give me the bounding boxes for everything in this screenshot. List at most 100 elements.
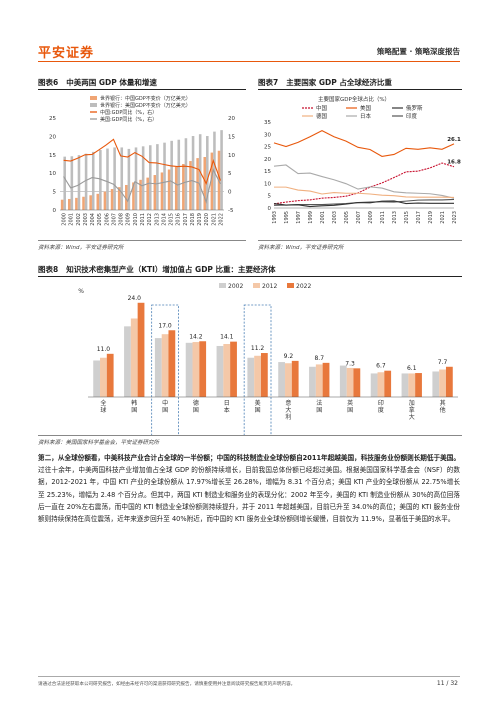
- bar-china-gdp: [125, 184, 128, 210]
- x-tick-label: 2013: [392, 211, 398, 224]
- line-china-growth: [63, 138, 221, 185]
- x-tick-label: 2005: [97, 213, 103, 226]
- bar-2012: [254, 355, 261, 397]
- data-label: 7.3: [345, 360, 355, 367]
- category-label: 大: [409, 413, 415, 421]
- x-tick-label: 2007: [111, 213, 117, 226]
- bar-us-gdp: [134, 147, 138, 210]
- bar-2002: [278, 362, 286, 397]
- bar-china-gdp: [132, 182, 135, 210]
- line-us-growth: [63, 168, 221, 204]
- x-tick-label: 2009: [368, 211, 374, 224]
- x-tick-label: 2012: [147, 213, 153, 226]
- y-tick-label: 5: [53, 190, 57, 196]
- body-paragraph: 第二，从全球份额看，中美科技产业合计占全球的一半份额；中国的科技制造业全球份额自…: [38, 452, 460, 525]
- figure-7-source-rule: [258, 240, 462, 241]
- x-tick-label: 2002: [76, 213, 82, 226]
- bar-2012: [377, 372, 385, 397]
- bar-2022: [445, 366, 453, 397]
- y2-tick-label: 20: [228, 116, 235, 122]
- bar-2012: [130, 318, 138, 397]
- bar-china-gdp: [196, 158, 199, 210]
- bar-2022: [415, 373, 422, 397]
- bar-us-gdp: [184, 138, 188, 210]
- bar-china-gdp: [96, 193, 100, 210]
- bar-us-gdp: [127, 148, 131, 210]
- figure-8-number: 图表8: [38, 265, 59, 274]
- x-tick-label: 2015: [169, 213, 175, 226]
- category-label: 利: [285, 413, 291, 421]
- y-tick-label: 20: [264, 157, 271, 163]
- y2-tick-label: 15: [228, 134, 235, 140]
- bar-us-gdp: [99, 150, 102, 210]
- x-tick-label: 2001: [320, 211, 326, 224]
- legend-swatch-0: [90, 96, 97, 100]
- x-tick-label: 2013: [154, 213, 160, 226]
- y-tick-label: 15: [264, 169, 271, 175]
- x-tick-label: 2017: [183, 213, 189, 226]
- x-tick-label: 2021: [211, 213, 217, 226]
- bar-2012: [192, 342, 200, 397]
- bar-2022: [168, 330, 176, 397]
- x-tick-label: 2010: [133, 213, 139, 226]
- bar-2002: [93, 360, 101, 397]
- bar-china-gdp: [110, 189, 114, 210]
- bar-china-gdp: [153, 175, 157, 210]
- figure-8-source: 资料来源：美国国家科学基金会，平安证券研究所: [38, 440, 160, 446]
- figure-8-rule: [38, 276, 462, 277]
- bar-us-gdp: [213, 131, 216, 210]
- bar-2002: [401, 373, 409, 397]
- bar-china-gdp: [67, 198, 71, 210]
- category-label: 他: [440, 406, 446, 414]
- data-label: 11.2: [251, 345, 265, 352]
- bar-2002: [216, 345, 224, 397]
- bar-china-gdp: [160, 172, 164, 210]
- category-label: 国: [255, 407, 261, 414]
- legend-entry-0: 世界银行：中国GDP不变价（万亿美元）: [100, 95, 191, 102]
- y-tick-label: 30: [264, 132, 271, 138]
- category-label: 加: [409, 399, 415, 407]
- bar-us-gdp: [70, 156, 74, 210]
- x-tick-label: 2011: [140, 213, 146, 226]
- category-label: 国: [193, 407, 199, 414]
- x-tick-label: 2006: [104, 213, 110, 226]
- figure-8-caption: 知识技术密集型产业（KTI）增加值占 GDP 比重：主要经济体: [66, 265, 276, 274]
- x-tick-label: 2014: [161, 213, 167, 226]
- bar-us-gdp: [191, 136, 195, 210]
- bar-2012: [100, 357, 107, 397]
- highlight-box: [151, 304, 179, 435]
- series-line: [273, 162, 455, 205]
- bar-china-gdp: [82, 196, 85, 210]
- legend-entry-2: 俄罗斯: [406, 104, 423, 112]
- body-detail: 过往十余年，中美两国科技产业增加值占全球 GDP 的份额持续增长，目前我国总体份…: [38, 466, 460, 524]
- bar-us-gdp: [77, 155, 81, 210]
- category-label: 本: [224, 406, 230, 414]
- bar-2002: [124, 326, 131, 397]
- bar-us-gdp: [148, 145, 152, 210]
- bar-us-gdp: [141, 146, 145, 210]
- x-tick-label: 2019: [428, 211, 434, 224]
- category-label: 意: [285, 399, 291, 407]
- data-label: 14.2: [189, 333, 203, 340]
- figure-6-title: 图表6 中美两国 GDP 体量和增速: [38, 77, 157, 88]
- category-label: 度: [378, 406, 384, 414]
- y-tick-label: 0: [53, 208, 57, 214]
- body-lead-sentence: 第二，从全球份额看，中美科技产业合计占全球的一半份额；中国的科技制造业全球份额自…: [38, 454, 460, 462]
- end-label: 26.1: [447, 137, 461, 143]
- bar-2022: [291, 360, 299, 397]
- category-label: 日: [224, 400, 230, 407]
- x-tick-label: 1995: [284, 211, 290, 224]
- legend-entry-4: 日本: [360, 112, 372, 120]
- bar-us-gdp: [63, 156, 66, 210]
- legend-entry-0: 中国: [316, 104, 328, 112]
- figure-6-chart: 世界银行：中国GDP不变价（万亿美元）世界银行：美国GDP不变价（万亿美元）中国…: [49, 95, 235, 226]
- x-tick-label: 2017: [416, 211, 422, 224]
- x-tick-label: 2011: [380, 211, 386, 224]
- bar-us-gdp: [206, 136, 209, 210]
- bar-2002: [309, 366, 316, 397]
- bar-us-gdp: [120, 147, 124, 210]
- x-tick-label: 1997: [296, 211, 302, 224]
- legend-entry-3: 德国: [316, 112, 328, 120]
- x-tick-label: 1993: [272, 211, 278, 224]
- x-tick-label: 2019: [197, 213, 203, 226]
